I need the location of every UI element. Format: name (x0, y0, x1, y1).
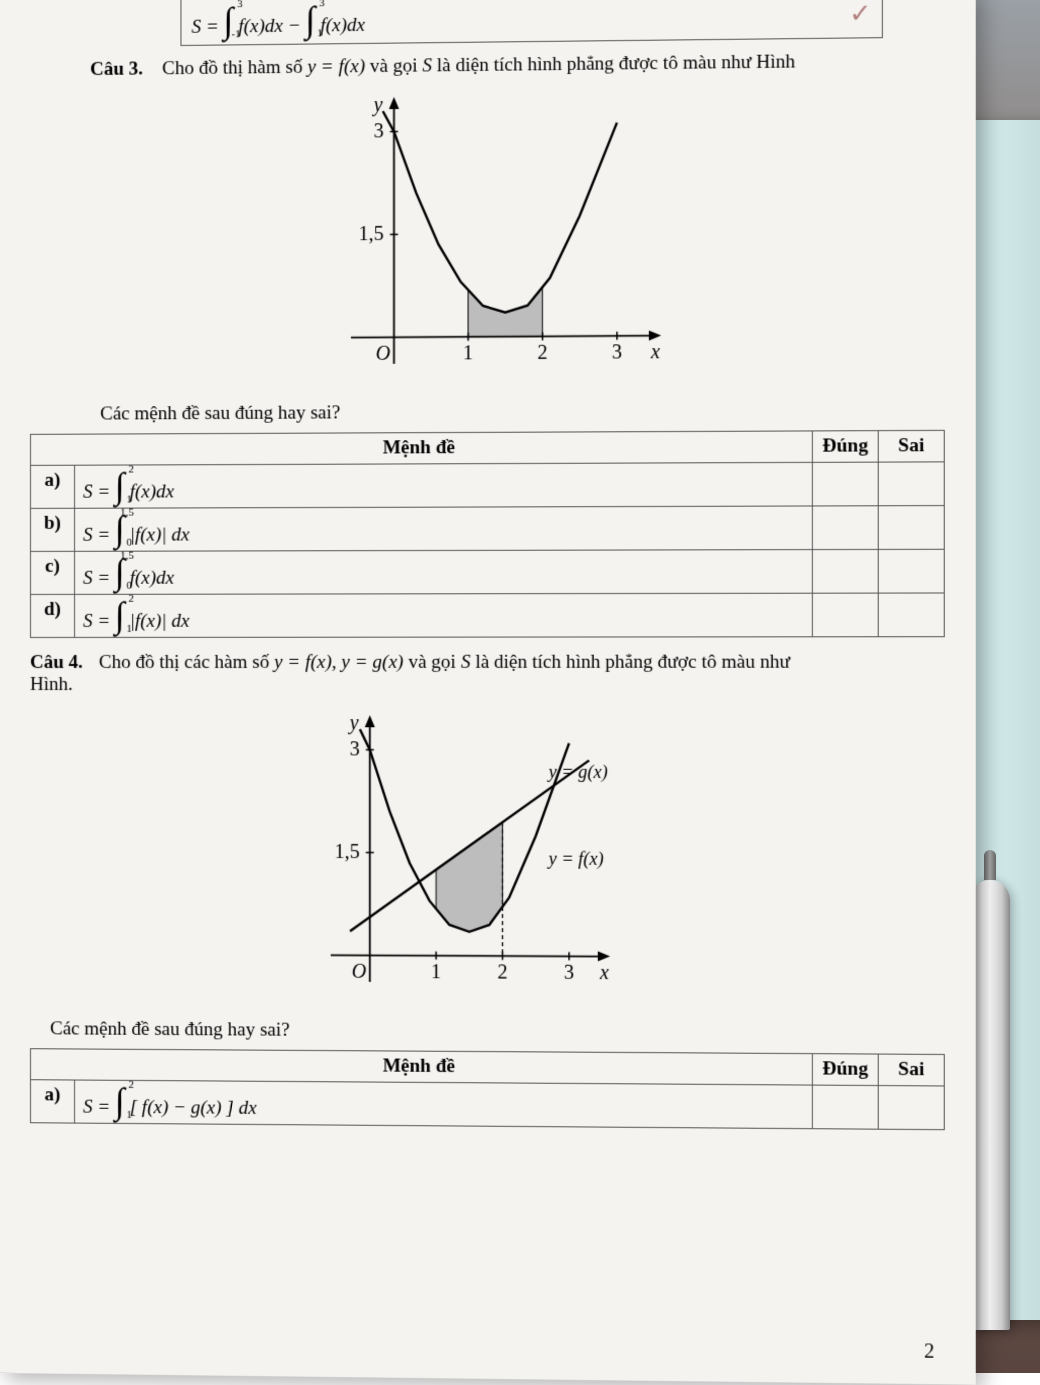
svg-text:O: O (376, 342, 391, 364)
top-formula-text: S = ∫3-1 f(x)dx − ∫31 f(x)dx (192, 3, 366, 39)
th-sai-3: Sai (878, 430, 944, 462)
worksheet-page: S = ∫3-1 f(x)dx − ∫31 f(x)dx ✓ Câu 3. Ch… (0, 0, 976, 1385)
svg-text:2: 2 (497, 961, 507, 983)
cell-dung[interactable] (812, 549, 878, 593)
checkmark-icon: ✓ (849, 0, 871, 29)
th-sai-4: Sai (878, 1054, 944, 1086)
row-label: d) (30, 594, 74, 637)
sub-question-3: Các mệnh đề sau đúng hay sai? (100, 399, 945, 425)
table-row: c)S = ∫1,50 f(x)dx (30, 549, 944, 594)
question-4-label: Câu 4. (30, 652, 83, 674)
figure-1: 1 2 3 1,5 3 Oy x (30, 90, 945, 390)
table-row: a)S = ∫21 [ f(x) − g(x) ] dx (30, 1080, 944, 1130)
table-q4: Mệnh đề Đúng Sai a)S = ∫21 [ f(x) − g(x)… (30, 1048, 945, 1130)
cell-sai[interactable] (878, 593, 944, 637)
row-formula: S = ∫1,50 f(x)dx (75, 550, 813, 595)
row-formula: S = ∫1,50 |f(x)| dx (75, 506, 813, 551)
figure-2: 1 2 3 1,5 3 y = g(x) y = f(x) Oy x (30, 714, 945, 1009)
top-formula-box: S = ∫3-1 f(x)dx − ∫31 f(x)dx ✓ (180, 0, 882, 46)
question-4-line: Câu 4. Cho đồ thị các hàm số y = f(x), y… (30, 651, 945, 674)
chart-2-svg: 1 2 3 1,5 3 y = g(x) y = f(x) Oy x (281, 714, 688, 1008)
cell-sai[interactable] (878, 462, 944, 506)
question-3-line: Câu 3. Cho đồ thị hàm số y = f(x) và gọi… (90, 50, 945, 81)
pen-prop (970, 880, 1010, 1330)
hinh-label: Hình. (30, 674, 945, 696)
th-menhde-3: Mệnh đề (30, 431, 812, 465)
row-label: b) (30, 508, 74, 551)
question-3-label: Câu 3. (90, 58, 143, 80)
question-4-text: Cho đồ thị các hàm số y = f(x), y = g(x)… (99, 652, 790, 674)
table-row: b)S = ∫1,50 |f(x)| dx (30, 506, 944, 552)
svg-text:3: 3 (564, 961, 574, 983)
cell-dung[interactable] (812, 1085, 878, 1129)
row-label: a) (30, 1080, 74, 1123)
row-label: a) (30, 465, 74, 508)
question-3-text: Cho đồ thị hàm số y = f(x) và gọi S là d… (162, 51, 795, 79)
row-formula: S = ∫21 |f(x)| dx (75, 593, 813, 637)
table-row: a)S = ∫21 f(x)dx (30, 462, 944, 509)
row-label: c) (30, 551, 74, 594)
svg-text:3: 3 (350, 739, 360, 761)
svg-text:2: 2 (537, 341, 547, 363)
svg-text:3: 3 (612, 341, 622, 363)
svg-text:1: 1 (463, 342, 473, 364)
row-formula: S = ∫21 f(x)dx (75, 462, 813, 508)
svg-text:1,5: 1,5 (334, 841, 359, 863)
cell-sai[interactable] (878, 506, 944, 550)
th-dung-3: Đúng (812, 431, 878, 463)
cell-dung[interactable] (812, 506, 878, 550)
svg-text:3: 3 (374, 121, 384, 143)
th-dung-4: Đúng (812, 1054, 878, 1086)
sub-question-4: Các mệnh đề sau đúng hay sai? (50, 1018, 945, 1046)
svg-text:1,5: 1,5 (359, 223, 384, 245)
svg-text:1: 1 (431, 961, 441, 983)
cell-dung[interactable] (812, 593, 878, 637)
svg-text:x: x (599, 961, 609, 983)
svg-text:y: y (348, 714, 359, 734)
svg-text:O: O (352, 960, 367, 982)
page-number: 2 (924, 1340, 934, 1363)
cell-sai[interactable] (878, 549, 944, 593)
svg-text:y: y (372, 94, 383, 116)
cell-sai[interactable] (878, 1086, 944, 1130)
table-row: d)S = ∫21 |f(x)| dx (30, 593, 944, 637)
table-q3: Mệnh đề Đúng Sai a)S = ∫21 f(x)dxb)S = ∫… (30, 430, 945, 638)
row-formula: S = ∫21 [ f(x) − g(x) ] dx (75, 1080, 813, 1129)
svg-text:y = f(x): y = f(x) (547, 848, 604, 869)
chart-1-svg: 1 2 3 1,5 3 Oy x (301, 93, 667, 388)
svg-text:x: x (650, 341, 660, 363)
cell-dung[interactable] (812, 462, 878, 506)
svg-text:y = g(x): y = g(x) (547, 761, 608, 782)
